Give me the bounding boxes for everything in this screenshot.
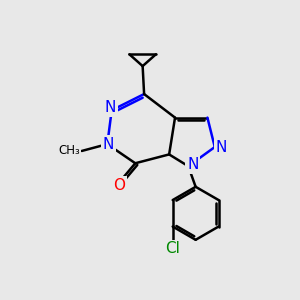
Text: Cl: Cl <box>165 241 180 256</box>
Text: O: O <box>114 178 126 193</box>
Text: N: N <box>103 136 114 152</box>
Text: N: N <box>187 157 198 172</box>
Text: N: N <box>105 100 116 116</box>
Text: CH₃: CH₃ <box>58 144 80 157</box>
Text: N: N <box>216 140 227 154</box>
